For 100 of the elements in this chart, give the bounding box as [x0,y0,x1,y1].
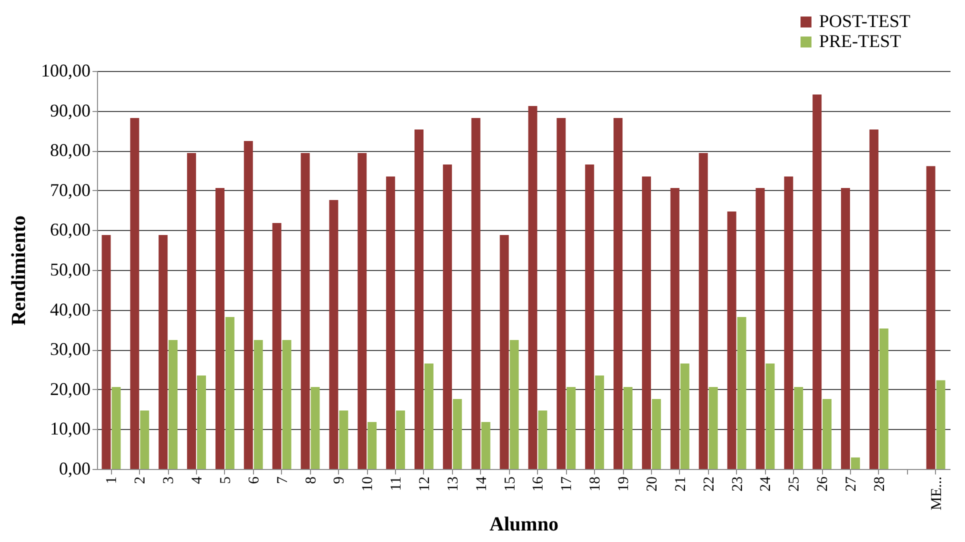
x-tick-label: 4 [190,476,206,484]
x-tick-label: 15 [502,476,518,492]
bar [272,223,282,469]
y-tick-label: 30,00 [50,339,90,360]
bar [528,106,538,469]
bar [566,387,576,469]
y-tick-label: 10,00 [50,418,90,439]
y-tick-label: 0,00 [59,458,90,478]
y-tick-label: 90,00 [50,100,90,120]
x-tick-label: 8 [303,476,320,484]
bar [936,380,946,469]
bar [784,176,794,469]
bar [254,340,263,469]
bar [442,164,452,469]
bar [510,340,519,469]
x-tick-label: 28 [872,476,888,492]
x-tick-label: 3 [161,476,178,484]
bar [556,118,566,469]
bar [187,152,196,469]
x-tick-label: 27 [843,476,860,492]
x-tick-label: 12 [416,476,433,492]
x-tick-label: 13 [445,476,462,492]
y-tick-label: 100,00 [41,60,90,80]
x-tick-label: 26 [815,476,832,492]
bar [168,340,178,469]
x-tick-label: ME... [928,476,945,510]
x-tick-label: 2 [132,476,149,484]
bar [396,410,406,469]
bar [756,188,765,469]
x-tick-label: 16 [530,476,547,492]
bar [727,211,736,469]
bar [500,234,509,469]
bar [822,398,832,469]
bar [737,316,746,469]
bar [652,398,661,469]
x-tick-label: 10 [360,476,376,492]
bar [196,375,206,469]
y-tick-label: 70,00 [50,180,90,200]
bar [158,234,168,469]
bar [841,188,850,469]
x-tick-label: 5 [218,476,234,484]
bar [140,410,150,469]
x-tick-label: 1 [104,476,120,484]
bar [329,200,338,469]
x-tick-label: 19 [616,476,632,492]
y-tick-label: 50,00 [50,260,90,280]
bar [386,176,396,469]
bar [368,422,377,469]
x-tick-label: 20 [644,476,660,492]
bar [102,234,111,469]
x-tick-label: 24 [758,476,774,492]
bar [310,387,320,469]
bar [614,118,623,469]
bar [698,152,708,469]
legend-label: PRE-TEST [819,31,902,51]
y-tick-label: 60,00 [50,220,90,240]
bar [642,176,651,469]
x-tick-label: 6 [246,476,262,484]
bar [926,166,936,469]
bar [538,410,548,469]
bar [300,152,310,469]
bar [358,152,367,469]
bar [680,364,690,469]
bar [595,375,604,469]
x-axis-title: Alumno [490,513,558,536]
y-tick-label: 40,00 [50,299,90,320]
x-tick-label: 14 [474,476,490,492]
bar [452,398,462,469]
x-tick-label: 9 [332,476,348,484]
x-tick-label: 25 [786,476,803,492]
bar [879,328,888,469]
bar [766,364,775,469]
bar [130,118,140,469]
bar [414,130,424,469]
bar [244,141,253,469]
bar [424,364,434,469]
x-tick-label: 22 [701,476,718,492]
bar [623,387,632,469]
bar [585,164,594,469]
x-tick-label: 7 [274,476,291,484]
bar [481,422,490,469]
bar [708,387,718,469]
x-tick-label: 18 [588,476,604,492]
x-tick-label: 23 [730,476,746,492]
y-axis-title: Rendimiento [8,216,30,326]
bar [339,410,348,469]
y-tick-label: 80,00 [50,140,90,160]
x-tick-label: 21 [672,476,689,492]
legend-label: POST-TEST [819,11,910,31]
y-tick-label: 20,00 [50,378,90,399]
x-tick-label: 17 [559,476,576,492]
x-tick-label: 11 [388,476,405,491]
bar [670,188,680,469]
bar [215,188,224,469]
bar [282,340,292,469]
bar [112,387,121,469]
bar [812,94,822,469]
bar [869,130,878,469]
bar [850,457,860,469]
bar [794,387,804,469]
